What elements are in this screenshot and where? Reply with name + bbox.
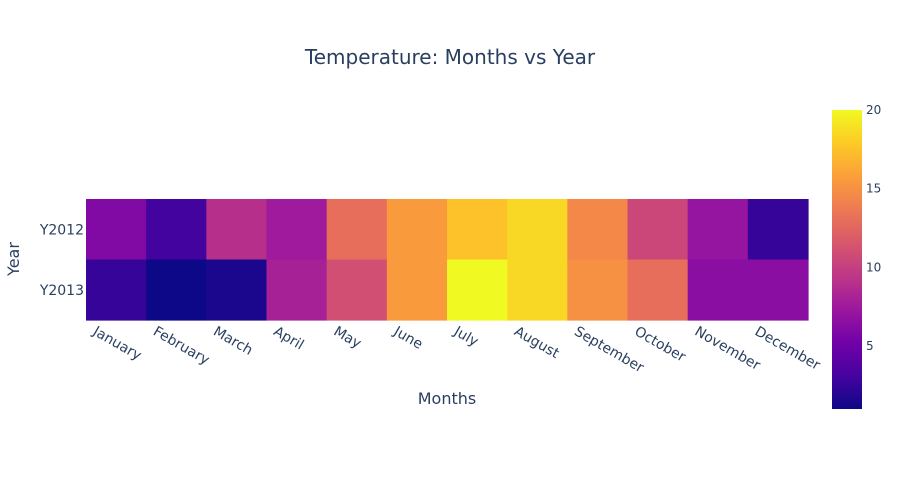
colorbar-tick-label: 5 [866,339,874,353]
heatmap-cell [567,199,629,261]
heatmap-cells [86,199,809,321]
heatmap-cell [627,199,689,261]
x-tick-label: June [390,323,425,353]
heatmap-cell [567,259,629,321]
heatmap-cell [687,199,749,261]
heatmap-cell [266,259,328,321]
heatmap-cell [146,199,207,261]
x-tick-label: May [331,324,364,352]
y-axis-title: Year [4,242,23,277]
heatmap-cell [146,259,207,321]
colorbar-tick-label: 20 [866,103,881,117]
x-tick-label: January [89,323,144,364]
x-tick-label: November [692,324,763,374]
colorbar-tick-label: 15 [866,182,881,196]
heatmap-cell [86,199,147,261]
heatmap-cell [326,259,388,321]
x-tick-label: February [150,324,212,369]
heatmap-cell [447,259,508,321]
heatmap-cell [507,199,568,261]
heatmap-cell [627,259,689,321]
heatmap-cell [326,199,388,261]
heatmap-cell [386,259,448,321]
x-axis-title: Months [418,389,476,408]
colorbar [832,110,862,409]
chart-title: Temperature: Months vs Year [304,45,596,69]
y-tick-labels: Y2012 Y2013 [39,222,84,299]
heatmap-cell [507,259,568,321]
heatmap-cell [447,199,508,261]
x-tick-label: December [752,324,823,374]
heatmap-cell [266,199,328,261]
colorbar-ticks: 5 10 15 20 [866,103,881,353]
colorbar-tick-label: 10 [866,260,881,274]
heatmap-cell [386,199,448,261]
heatmap-cell [687,259,749,321]
heatmap-cell [747,199,809,261]
x-tick-label: July [450,323,481,350]
x-tick-label: March [210,324,255,359]
x-tick-label: April [271,324,307,354]
heatmap-cell [86,259,147,321]
heatmap-cell [747,259,809,321]
heatmap-cell [206,199,268,261]
heatmap-cell [206,259,268,321]
y-tick-label: Y2013 [39,283,84,299]
y-tick-label: Y2012 [39,222,84,238]
x-tick-label: August [511,324,562,363]
